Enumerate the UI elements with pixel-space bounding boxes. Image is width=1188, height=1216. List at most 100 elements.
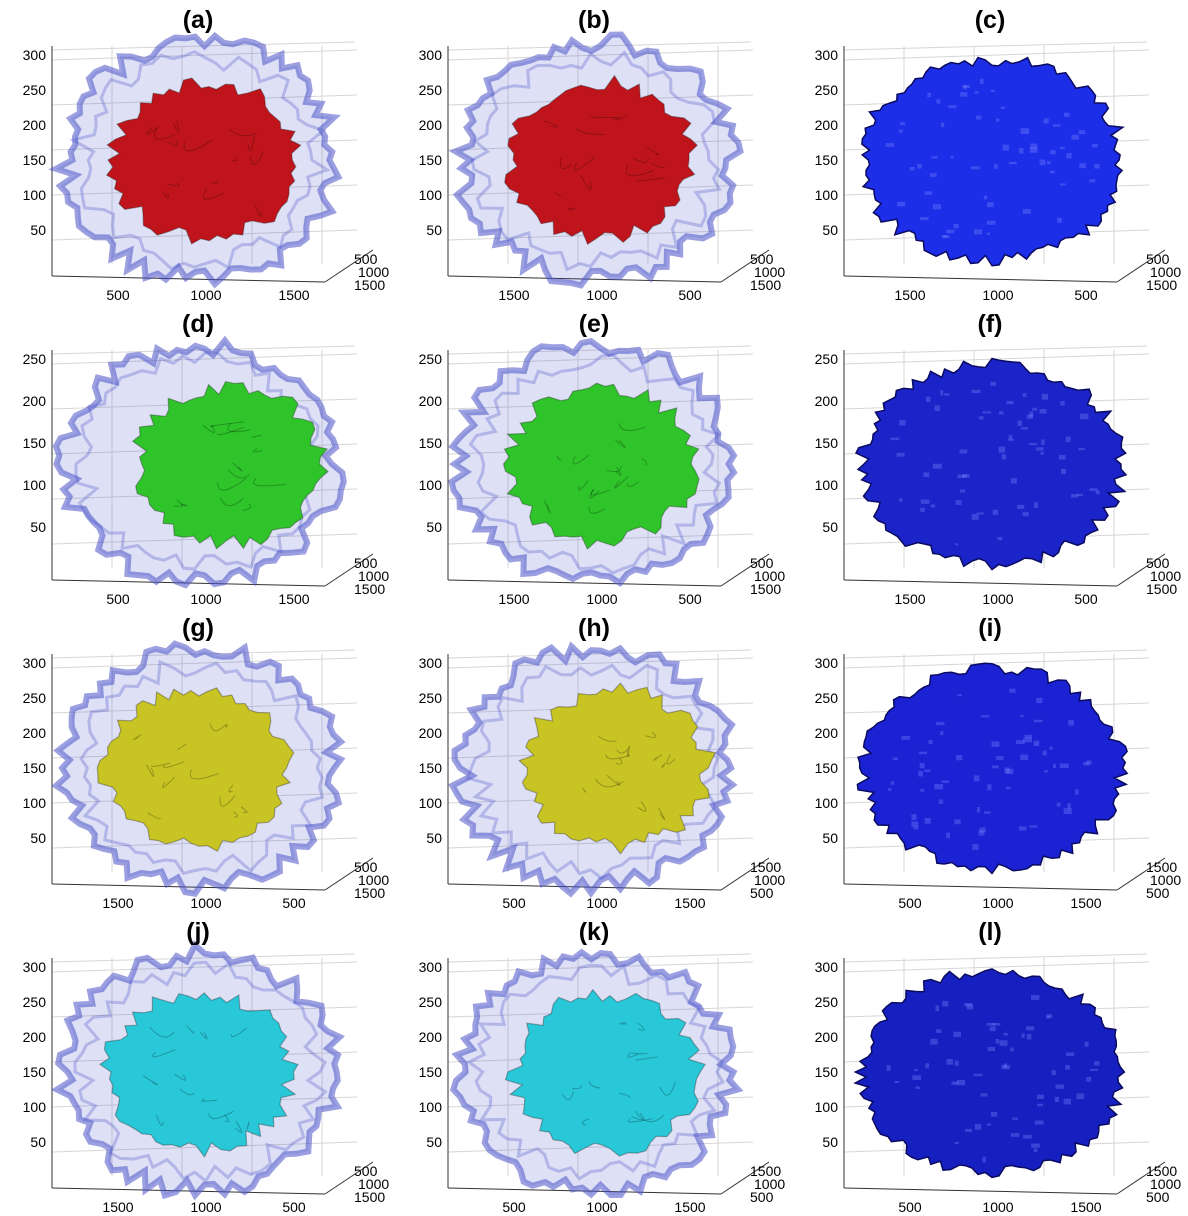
panel-label: (l) [978, 918, 1002, 946]
z-tick-label: 300 [23, 47, 47, 63]
axis-lines [843, 958, 1166, 1195]
surface-texture [133, 723, 248, 820]
z-tick-label: 200 [815, 117, 839, 133]
tissue-shell-inner [73, 960, 328, 1184]
z-tick-label: 50 [426, 1134, 442, 1150]
solid-volume [856, 662, 1129, 875]
x-tick-label: 500 [502, 895, 526, 911]
panel-label: (g) [182, 614, 214, 642]
z-tick-label: 100 [815, 1099, 839, 1115]
y-tick-label: 500 [354, 1163, 378, 1179]
z-tick-label: 150 [815, 435, 839, 451]
y-tick-label: 500 [750, 1189, 774, 1205]
z-tick-label: 50 [426, 222, 442, 238]
y-tick-label: 1500 [1146, 859, 1177, 875]
axis-lines [843, 654, 1166, 891]
x-tick-label: 500 [106, 591, 130, 607]
z-tick-label: 150 [815, 152, 839, 168]
x-tick-label: 1500 [278, 287, 309, 303]
z-tick-label: 200 [815, 393, 839, 409]
x-tick-label: 1000 [586, 591, 617, 607]
z-tick-label: 300 [815, 47, 839, 63]
y-tick-label: 1000 [358, 872, 389, 888]
z-tick-label: 50 [822, 222, 838, 238]
z-tick-label: 100 [815, 187, 839, 203]
z-tick-label: 250 [419, 351, 443, 367]
surface-texture [544, 115, 666, 211]
y-tick-label: 500 [354, 251, 378, 267]
panel-label: (b) [578, 6, 610, 34]
z-tick-label: 100 [23, 795, 47, 811]
z-tick-label: 250 [23, 351, 47, 367]
voxel-texture [888, 688, 1092, 850]
y-tick-label: 1000 [1150, 568, 1181, 584]
z-tick-label: 150 [419, 152, 443, 168]
x-tick-label: 500 [502, 1199, 526, 1215]
z-tick-label: 150 [23, 1064, 47, 1080]
z-tick-label: 250 [419, 690, 443, 706]
z-tick-label: 100 [419, 187, 443, 203]
z-tick-label: 250 [419, 994, 443, 1010]
y-tick-label: 500 [750, 555, 774, 571]
z-tick-label: 250 [815, 351, 839, 367]
x-tick-label: 1000 [190, 895, 221, 911]
x-tick-label: 1000 [190, 287, 221, 303]
y-tick-label: 1000 [754, 264, 785, 280]
panel-c: 300 250 200 150 100 50 1500 1000 500 500 1000 1500(… [792, 0, 1188, 304]
z-tick-label: 50 [426, 519, 442, 535]
z-tick-label: 250 [815, 690, 839, 706]
z-tick-label: 150 [419, 760, 443, 776]
tumor-surface [131, 380, 329, 550]
z-tick-label: 250 [23, 994, 47, 1010]
x-tick-label: 1500 [1070, 895, 1101, 911]
y-tick-label: 500 [1146, 251, 1170, 267]
x-tick-label: 1000 [982, 287, 1013, 303]
x-tick-label: 1000 [586, 895, 617, 911]
panel-h: 300 250 200 150 100 50 500 1000 1500 1500 1000 500(… [396, 608, 792, 912]
z-tick-label: 50 [30, 222, 46, 238]
y-tick-label: 1000 [1150, 264, 1181, 280]
panel-g: 300 250 200 150 100 50 1500 1000 500 500 1000 1500(… [0, 608, 396, 912]
x-tick-label: 1500 [102, 1199, 133, 1215]
z-tick-label: 250 [23, 82, 47, 98]
z-tick-label: 200 [23, 1029, 47, 1045]
x-tick-label: 1500 [1070, 1199, 1101, 1215]
panel-i: 300 250 200 150 100 50 500 1000 1500 1500 1000 500(… [792, 608, 1188, 912]
tissue-shell-inner [74, 350, 320, 571]
x-tick-label: 1000 [586, 1199, 617, 1215]
x-tick-label: 500 [1074, 287, 1098, 303]
z-tick-label: 50 [30, 519, 46, 535]
surface-texture [581, 731, 676, 821]
z-tick-label: 150 [815, 760, 839, 776]
z-tick-label: 300 [23, 959, 47, 975]
z-tick-label: 150 [419, 435, 443, 451]
x-tick-label: 500 [898, 895, 922, 911]
tumor-surface [96, 687, 295, 853]
y-tick-label: 1500 [1146, 277, 1177, 293]
panel-e: 250 200 150 100 50 1500 1000 500 500 1000 1500 (e) [396, 304, 792, 608]
panel-label: (c) [974, 6, 1006, 34]
y-tick-label: 1500 [354, 581, 385, 597]
panel-label: (i) [978, 614, 1002, 642]
y-tick-label: 1500 [750, 1163, 781, 1179]
z-tick-label: 300 [23, 655, 47, 671]
y-tick-label: 1000 [754, 872, 785, 888]
z-tick-label: 50 [426, 830, 442, 846]
x-tick-label: 1500 [278, 591, 309, 607]
y-tick-label: 1500 [354, 277, 385, 293]
y-tick-label: 1500 [750, 581, 781, 597]
panel-label: (h) [578, 614, 610, 642]
x-tick-label: 1000 [982, 1199, 1013, 1215]
z-tick-label: 150 [419, 1064, 443, 1080]
z-tick-label: 200 [419, 1029, 443, 1045]
y-tick-label: 1000 [754, 1176, 785, 1192]
x-tick-label: 1000 [190, 591, 221, 607]
x-tick-label: 1000 [586, 287, 617, 303]
z-tick-label: 150 [23, 435, 47, 451]
z-tick-label: 200 [419, 117, 443, 133]
